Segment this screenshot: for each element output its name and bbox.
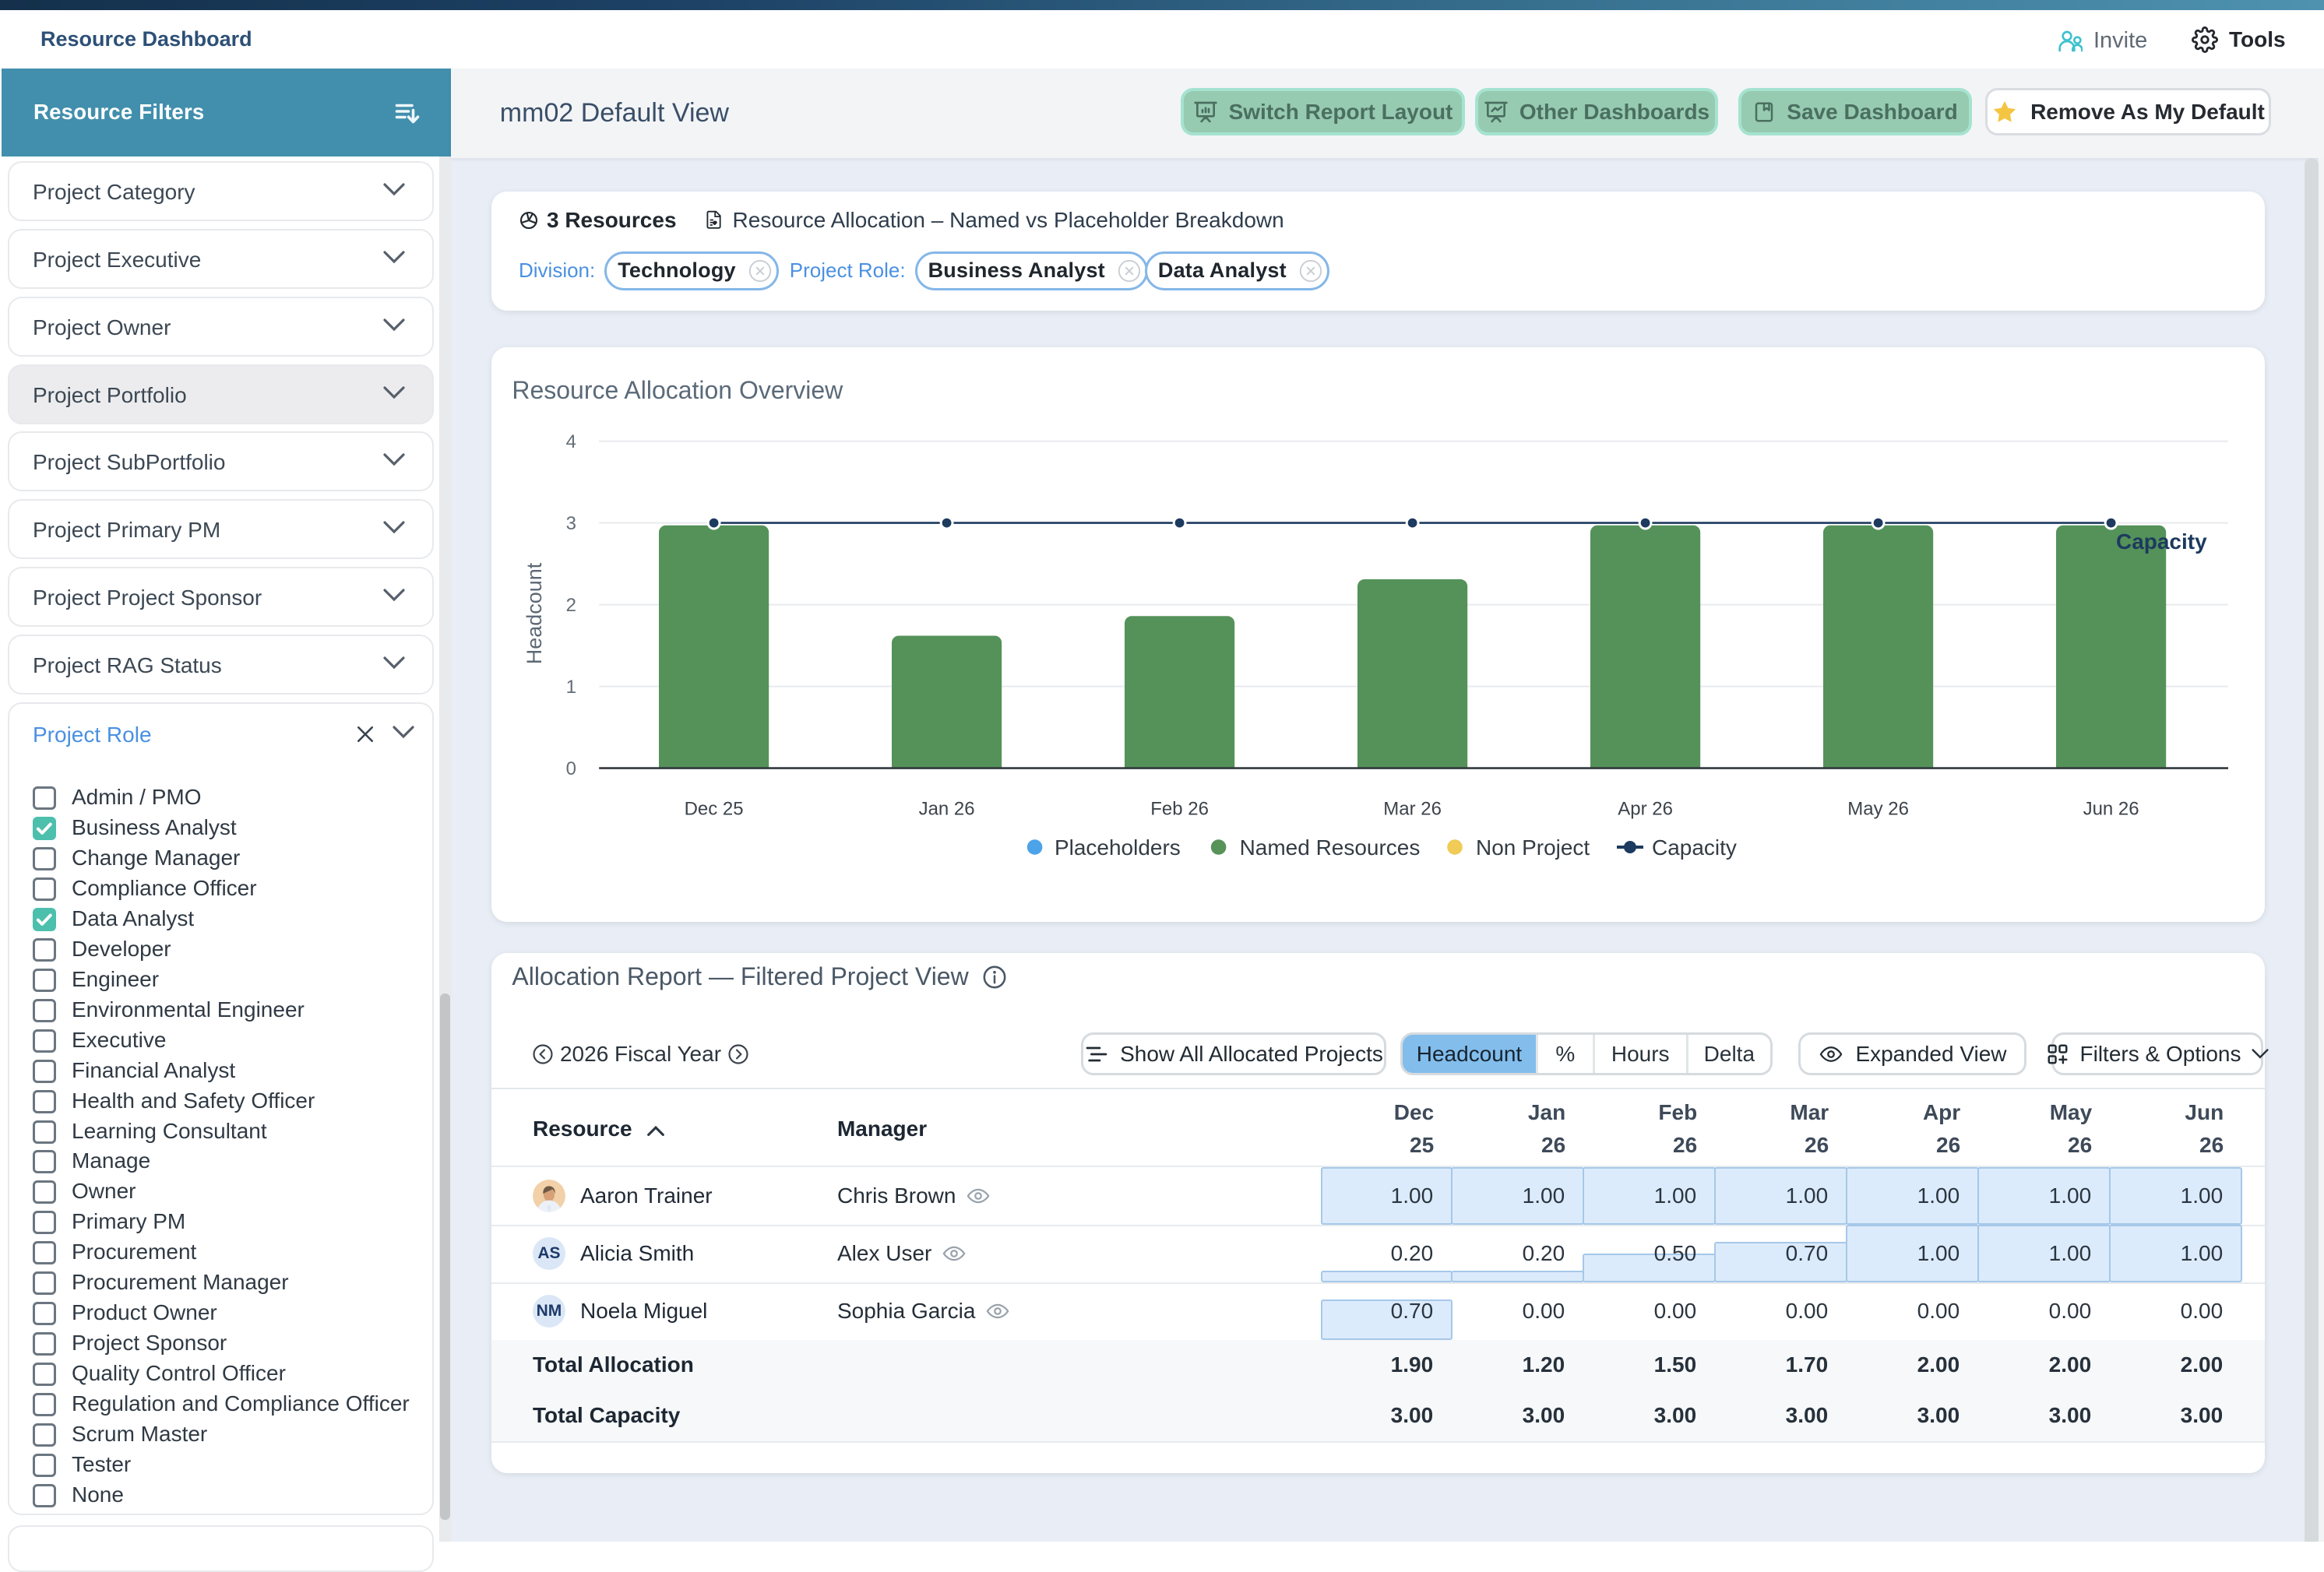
svg-text:Jun 26: Jun 26 — [2083, 799, 2139, 820]
svg-text:Apr 26: Apr 26 — [1618, 799, 1673, 820]
svg-text:4: 4 — [566, 431, 576, 452]
svg-text:Capacity: Capacity — [2116, 529, 2207, 554]
svg-text:Feb 26: Feb 26 — [1150, 799, 1209, 820]
svg-text:3: 3 — [566, 513, 576, 534]
svg-text:Headcount: Headcount — [523, 562, 546, 664]
svg-text:0: 0 — [566, 758, 576, 779]
svg-text:Placeholders: Placeholders — [1055, 835, 1181, 860]
svg-text:Dec 25: Dec 25 — [685, 799, 744, 820]
svg-text:Mar 26: Mar 26 — [1383, 799, 1442, 820]
svg-text:Resource Allocation Overview: Resource Allocation Overview — [512, 376, 843, 404]
svg-text:Jan 26: Jan 26 — [919, 799, 975, 820]
svg-text:2: 2 — [566, 595, 576, 616]
svg-text:Non Project: Non Project — [1476, 835, 1590, 860]
svg-text:Named Resources: Named Resources — [1240, 835, 1421, 860]
svg-text:May 26: May 26 — [1847, 799, 1909, 820]
svg-text:Capacity: Capacity — [1652, 835, 1737, 860]
svg-text:1: 1 — [566, 677, 576, 698]
